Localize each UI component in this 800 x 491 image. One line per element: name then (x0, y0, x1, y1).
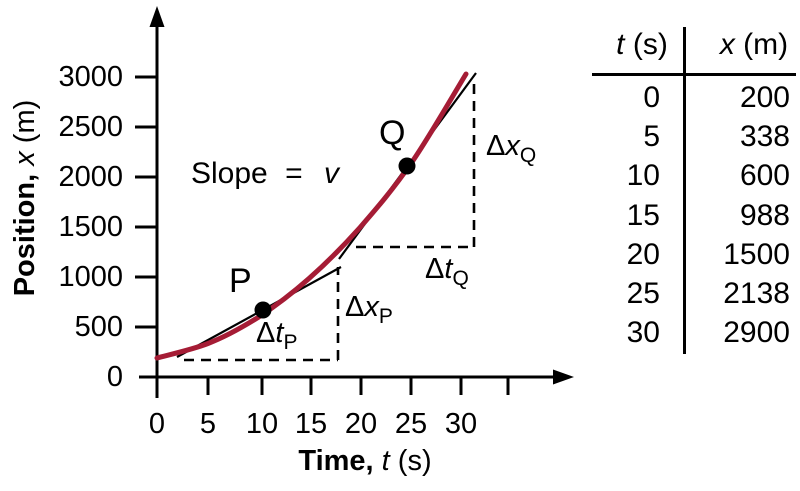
table-cell-time: 25 (626, 277, 660, 311)
x-tick-15: 15 (294, 408, 328, 440)
table-row: 20 1500 (560, 235, 796, 274)
table-row: 5 338 (560, 117, 796, 156)
x-tick-30: 30 (444, 408, 478, 440)
x-axis-title-name: Time, (298, 445, 374, 477)
y-tick-1000: 1000 (58, 261, 123, 293)
table-cell-time: 10 (626, 159, 660, 193)
table-cell-time: 0 (643, 80, 660, 114)
delta-variable: t (275, 317, 284, 349)
table-header-time-variable: t (616, 28, 625, 61)
y-tick-2500: 2500 (58, 111, 123, 143)
delta-t-q-label: ΔtQ (425, 254, 469, 294)
delta-variable: x (505, 130, 520, 162)
y-tick-500: 500 (74, 311, 123, 343)
delta-subscript: Q (452, 266, 469, 290)
delta-x-p-label: ΔxP (345, 292, 393, 332)
y-axis-title-variable: x (9, 151, 41, 166)
table-cell-position: 338 (739, 119, 790, 153)
table-cell-time: 20 (626, 237, 660, 271)
y-axis-arrow-icon (149, 6, 165, 27)
point-p-marker (254, 301, 272, 319)
slope-word: Slope (191, 157, 268, 190)
table-header-divider (592, 73, 796, 76)
x-tick-20: 20 (344, 408, 378, 440)
x-axis-title-unit: (s) (397, 445, 432, 477)
table-cell-position: 2900 (723, 316, 790, 350)
x-axis-title-variable: t (381, 445, 390, 477)
y-axis-ticks (135, 75, 157, 329)
point-q-marker (398, 157, 416, 175)
table-cell-time: 5 (643, 119, 660, 153)
table-header-time-unit: (s) (632, 28, 668, 61)
x-axis-arrow-icon (553, 369, 574, 385)
delta-subscript: Q (519, 143, 537, 167)
x-tick-25: 25 (394, 408, 428, 440)
table-header-position-variable: x (719, 28, 735, 61)
table-column-divider (683, 27, 686, 354)
data-table: 0 200 5 338 10 600 15 988 20 1500 25 213… (560, 78, 796, 353)
y-tick-2000: 2000 (58, 161, 123, 193)
y-axis-title-unit: (m) (9, 99, 41, 144)
delta-subscript: P (283, 330, 298, 354)
table-row: 25 2138 (560, 274, 796, 313)
delta-symbol: Δ (345, 291, 365, 323)
delta-subscript: P (378, 304, 393, 328)
position-curve (154, 71, 469, 361)
table-header-position-unit: (m) (743, 28, 789, 61)
delta-symbol: Δ (425, 253, 445, 285)
x-tick-0: 0 (148, 408, 166, 440)
table-row: 0 200 (560, 78, 796, 117)
table-cell-time: 15 (626, 198, 660, 232)
table-cell-time: 30 (626, 316, 660, 350)
table-cell-position: 988 (739, 198, 790, 232)
x-tick-10: 10 (245, 408, 279, 440)
table-header-time: t (s) (602, 29, 682, 61)
slope-triangle-p-dashed (184, 267, 340, 362)
y-tick-1500: 1500 (58, 211, 123, 243)
table-cell-position: 200 (739, 80, 790, 114)
table-cell-position: 2138 (723, 277, 790, 311)
x-tick-5: 5 (199, 408, 217, 440)
point-q-label: Q (379, 114, 406, 152)
table-cell-position: 1500 (723, 237, 790, 271)
x-axis-ticks (155, 377, 510, 398)
table-header-position: x (m) (710, 29, 798, 61)
y-tick-3000: 3000 (58, 61, 123, 93)
slope-annotation: Slope = v (191, 157, 339, 191)
equals-sign: = (285, 157, 303, 190)
table-cell-position: 600 (739, 159, 790, 193)
y-tick-0: 0 (106, 361, 123, 393)
point-p-label: P (229, 262, 252, 300)
x-axis-title: Time, t (s) (240, 445, 490, 478)
delta-t-p-label: ΔtP (256, 318, 297, 358)
delta-x-q-label: ΔxQ (486, 131, 536, 171)
delta-variable: t (444, 253, 453, 285)
delta-symbol: Δ (256, 317, 276, 349)
table-row: 10 600 (560, 157, 796, 196)
velocity-variable: v (323, 157, 339, 190)
y-axis-title-name: Position, (9, 173, 41, 297)
table-row: 15 988 (560, 196, 796, 235)
delta-variable: x (364, 291, 379, 323)
delta-symbol: Δ (486, 130, 506, 162)
table-row: 30 2900 (560, 314, 796, 353)
slope-triangle-q-dashed (356, 77, 476, 249)
y-axis-title: Position, x (m) (9, 58, 45, 338)
